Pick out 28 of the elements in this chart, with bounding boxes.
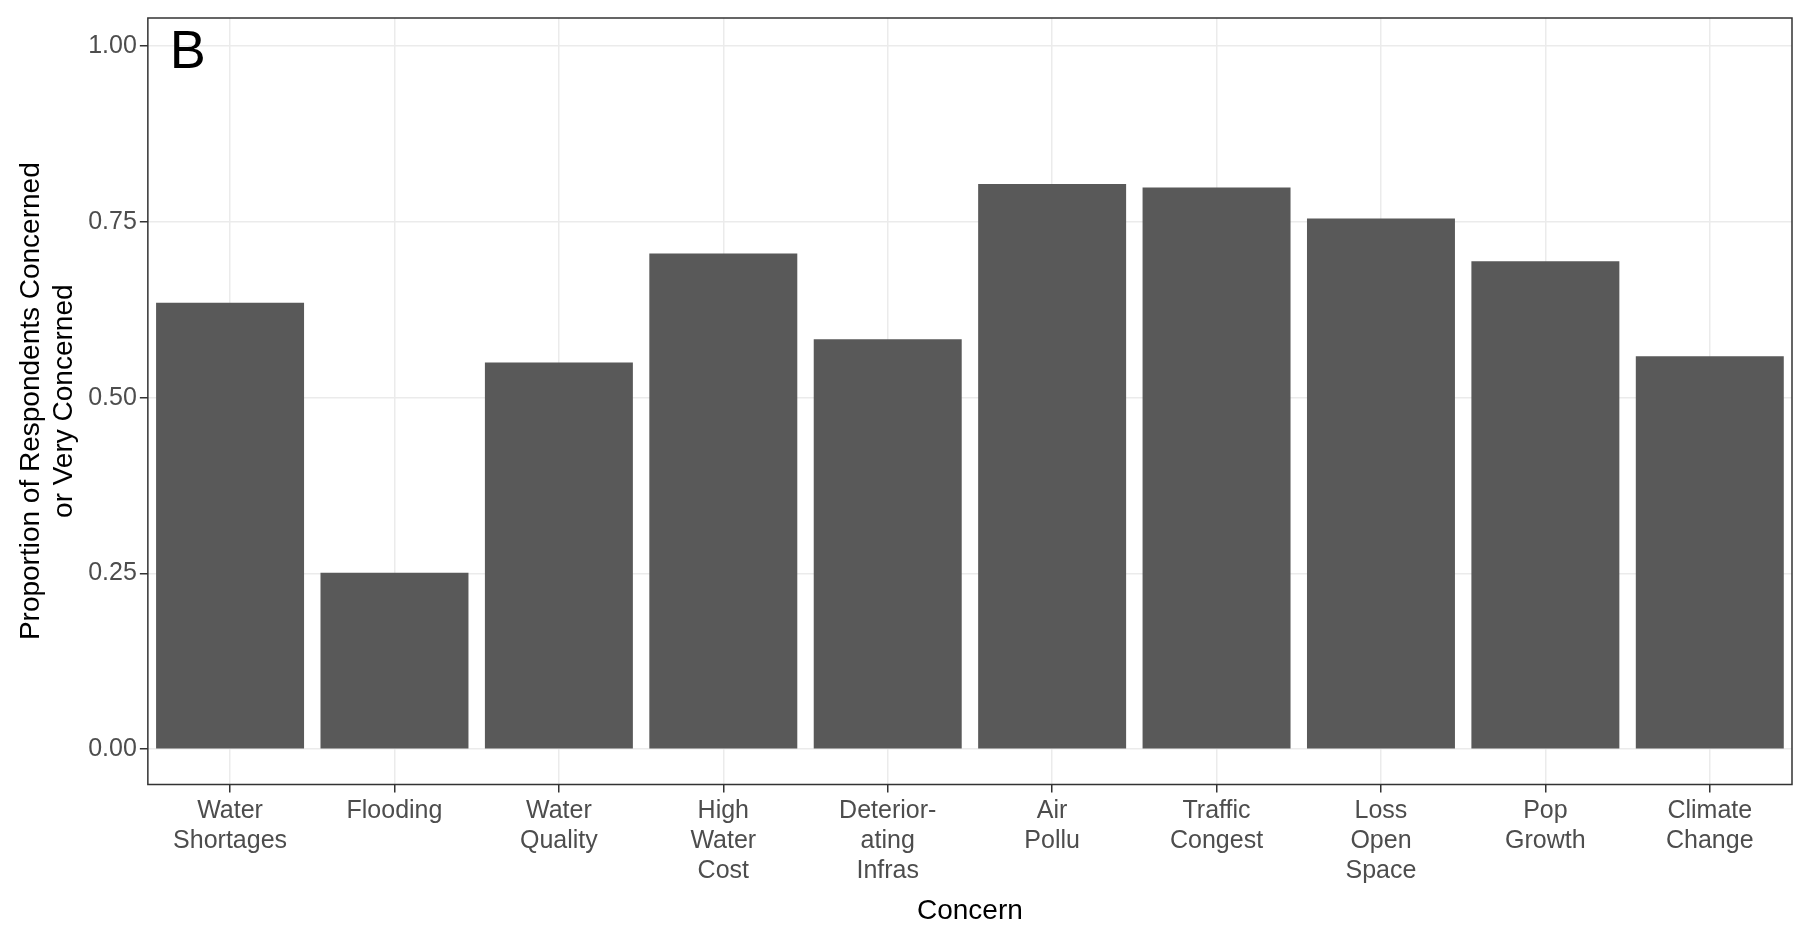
y-tick-label: 1.00 (88, 30, 137, 59)
x-tick-label: Air Pollu (1024, 795, 1080, 854)
bar (978, 183, 1127, 749)
bar (1635, 356, 1784, 749)
y-axis-title: Proportion of Respondents Concerned or Very Concerned (13, 162, 79, 641)
bar (813, 339, 962, 749)
x-tick-label: High Water Cost (690, 795, 757, 884)
bar (320, 572, 469, 749)
x-tick-label: Deterior- ating Infras (839, 795, 937, 884)
bar (1306, 218, 1455, 749)
y-tick-label: 0.75 (88, 205, 137, 234)
x-tick-label: Water Shortages (173, 795, 288, 854)
x-tick-label: Flooding (346, 795, 443, 824)
annotation: B (169, 18, 206, 79)
x-tick-label: Pop Growth (1505, 795, 1586, 854)
bar (1471, 261, 1620, 749)
bar (649, 253, 798, 749)
y-tick-label: 0.00 (88, 733, 137, 762)
y-tick-label: 0.50 (88, 381, 137, 410)
bar (484, 362, 633, 749)
y-tick-label: 0.25 (88, 557, 137, 586)
bar (156, 302, 305, 749)
x-tick-label: Water Quality (519, 795, 599, 854)
bar (1142, 187, 1291, 749)
x-tick-label: Traffic Congest (1169, 795, 1264, 854)
x-tick-label: Loss Open Space (1345, 795, 1417, 884)
x-tick-label: Climate Change (1666, 795, 1754, 854)
x-axis-title: Concern (917, 893, 1023, 925)
